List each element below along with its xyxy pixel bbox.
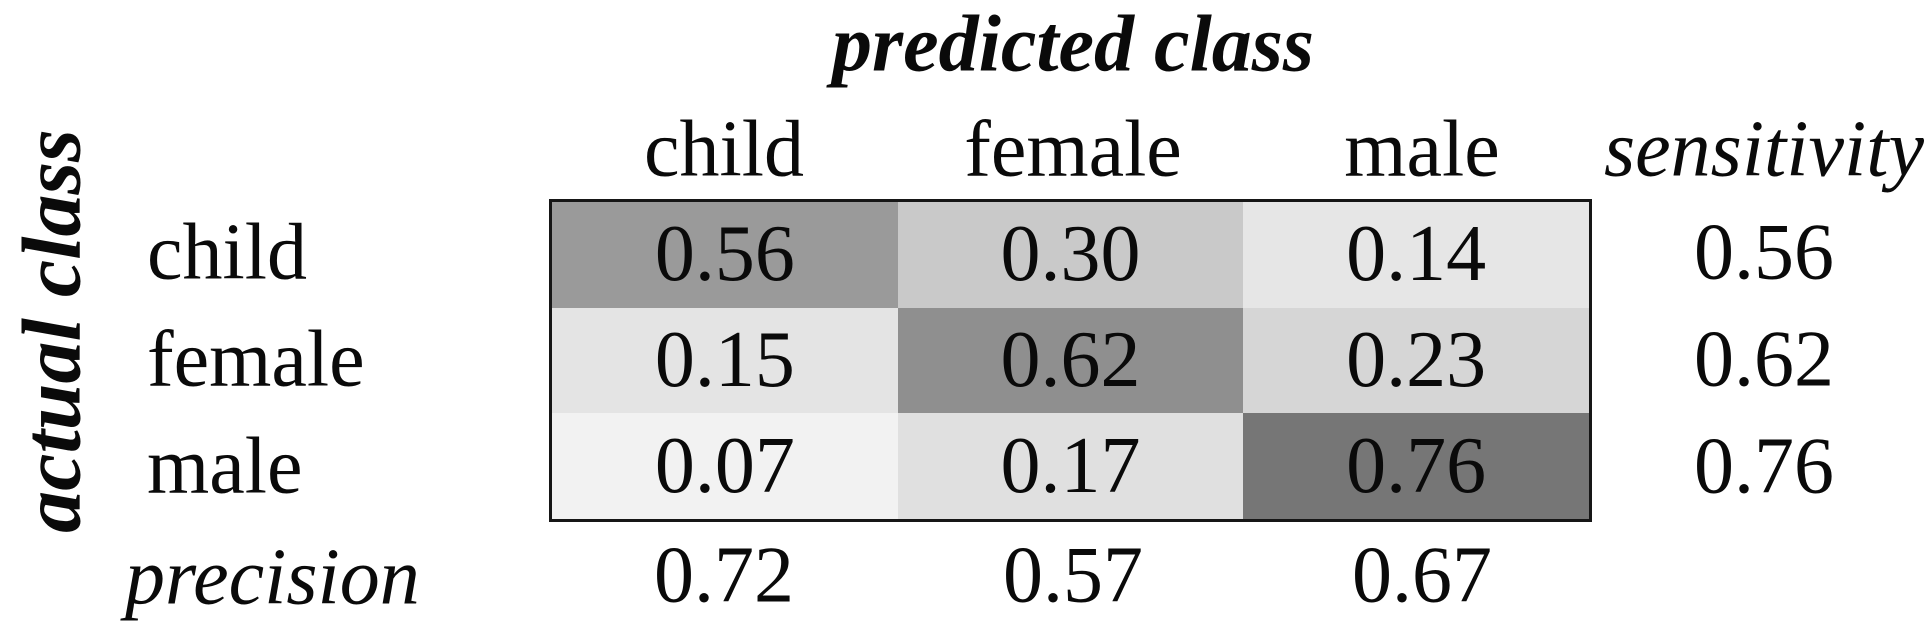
precision-value-male: 0.67 xyxy=(1352,531,1492,620)
row-label-child: child xyxy=(147,208,307,297)
column-header-male: male xyxy=(1344,105,1500,194)
matrix-cell-female-male: 0.23 xyxy=(1243,307,1589,414)
actual-class-axis-label: actual class xyxy=(5,129,99,533)
row-label-female: female xyxy=(147,315,365,404)
matrix-cell-female-female: 0.62 xyxy=(897,307,1244,414)
matrix-cell-male-child: 0.07 xyxy=(552,413,898,519)
matrix-cell-male-male: 0.76 xyxy=(1243,413,1589,519)
sensitivity-header: sensitivity xyxy=(1604,105,1924,194)
row-label-male: male xyxy=(147,422,303,511)
precision-row-label: precision xyxy=(125,533,420,622)
precision-value-child: 0.72 xyxy=(654,531,794,620)
predicted-class-title: predicted class xyxy=(831,0,1315,89)
precision-value-female: 0.57 xyxy=(1003,531,1143,620)
sensitivity-value-child: 0.56 xyxy=(1694,208,1834,297)
column-header-female: female xyxy=(964,105,1182,194)
matrix-cell-female-child: 0.15 xyxy=(552,307,898,414)
matrix-cell-child-child: 0.56 xyxy=(552,202,898,308)
confusion-matrix-grid: 0.56 0.30 0.14 0.15 0.62 0.23 0.07 0.17 … xyxy=(549,199,1592,522)
matrix-cell-male-female: 0.17 xyxy=(897,413,1244,519)
column-header-child: child xyxy=(644,105,804,194)
sensitivity-value-male: 0.76 xyxy=(1694,422,1834,511)
matrix-cell-child-female: 0.30 xyxy=(897,202,1244,308)
matrix-cell-child-male: 0.14 xyxy=(1243,202,1589,308)
sensitivity-value-female: 0.62 xyxy=(1694,315,1834,404)
